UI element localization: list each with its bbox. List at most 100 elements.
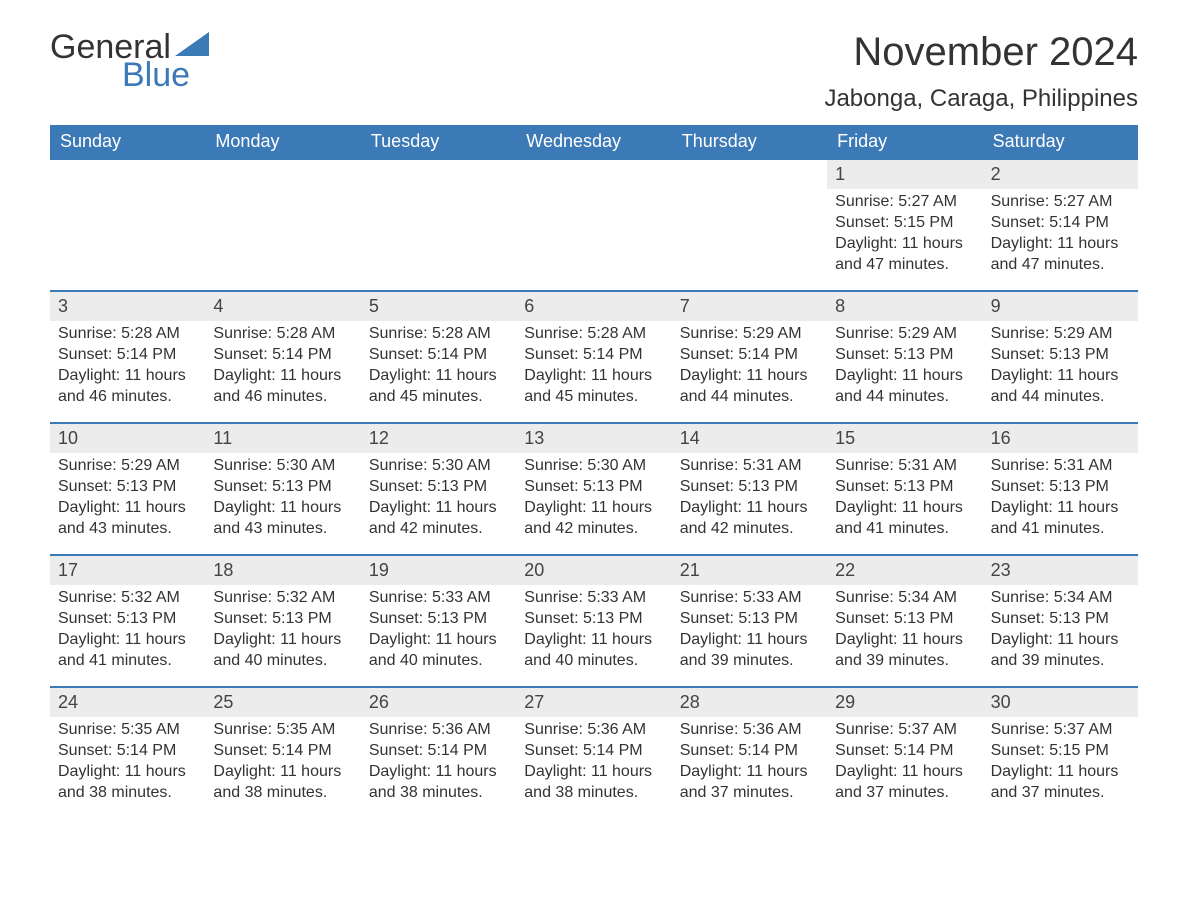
daylight-text: Daylight: 11 hours and 43 minutes. (213, 498, 352, 540)
sunset-text: Sunset: 5:15 PM (835, 213, 974, 234)
sunrise-text: Sunrise: 5:29 AM (835, 324, 974, 345)
weekday-header: Sunday (50, 125, 205, 158)
sunset-text: Sunset: 5:13 PM (58, 477, 197, 498)
day-number: 27 (516, 688, 671, 717)
day-body: Sunrise: 5:29 AMSunset: 5:13 PMDaylight:… (50, 453, 205, 549)
day-cell: 29Sunrise: 5:37 AMSunset: 5:14 PMDayligh… (827, 688, 982, 818)
day-number: 15 (827, 424, 982, 453)
day-cell: 21Sunrise: 5:33 AMSunset: 5:13 PMDayligh… (672, 556, 827, 686)
day-number: 23 (983, 556, 1138, 585)
week-row: 3Sunrise: 5:28 AMSunset: 5:14 PMDaylight… (50, 290, 1138, 422)
day-cell (50, 160, 205, 290)
day-body: Sunrise: 5:31 AMSunset: 5:13 PMDaylight:… (672, 453, 827, 549)
sunset-text: Sunset: 5:14 PM (213, 345, 352, 366)
sunrise-text: Sunrise: 5:31 AM (835, 456, 974, 477)
sunrise-text: Sunrise: 5:33 AM (524, 588, 663, 609)
day-body: Sunrise: 5:30 AMSunset: 5:13 PMDaylight:… (205, 453, 360, 549)
day-cell: 24Sunrise: 5:35 AMSunset: 5:14 PMDayligh… (50, 688, 205, 818)
day-cell: 20Sunrise: 5:33 AMSunset: 5:13 PMDayligh… (516, 556, 671, 686)
day-cell: 17Sunrise: 5:32 AMSunset: 5:13 PMDayligh… (50, 556, 205, 686)
day-cell: 30Sunrise: 5:37 AMSunset: 5:15 PMDayligh… (983, 688, 1138, 818)
daylight-text: Daylight: 11 hours and 41 minutes. (58, 630, 197, 672)
daylight-text: Daylight: 11 hours and 38 minutes. (213, 762, 352, 804)
sunset-text: Sunset: 5:14 PM (58, 345, 197, 366)
day-body: Sunrise: 5:33 AMSunset: 5:13 PMDaylight:… (516, 585, 671, 681)
sunset-text: Sunset: 5:14 PM (991, 213, 1130, 234)
logo: General Blue (50, 30, 215, 92)
weekday-header: Monday (205, 125, 360, 158)
daylight-text: Daylight: 11 hours and 37 minutes. (835, 762, 974, 804)
sunrise-text: Sunrise: 5:30 AM (213, 456, 352, 477)
day-body: Sunrise: 5:30 AMSunset: 5:13 PMDaylight:… (361, 453, 516, 549)
day-number: 16 (983, 424, 1138, 453)
sunset-text: Sunset: 5:14 PM (680, 741, 819, 762)
sunrise-text: Sunrise: 5:27 AM (991, 192, 1130, 213)
day-cell: 25Sunrise: 5:35 AMSunset: 5:14 PMDayligh… (205, 688, 360, 818)
day-cell: 1Sunrise: 5:27 AMSunset: 5:15 PMDaylight… (827, 160, 982, 290)
sunrise-text: Sunrise: 5:30 AM (524, 456, 663, 477)
day-number: 24 (50, 688, 205, 717)
day-number: 22 (827, 556, 982, 585)
day-cell: 15Sunrise: 5:31 AMSunset: 5:13 PMDayligh… (827, 424, 982, 554)
title-block: November 2024 Jabonga, Caraga, Philippin… (824, 30, 1138, 113)
day-cell: 7Sunrise: 5:29 AMSunset: 5:14 PMDaylight… (672, 292, 827, 422)
header: General Blue November 2024 Jabonga, Cara… (50, 30, 1138, 113)
week-row: 1Sunrise: 5:27 AMSunset: 5:15 PMDaylight… (50, 158, 1138, 290)
sunrise-text: Sunrise: 5:34 AM (835, 588, 974, 609)
day-number: 11 (205, 424, 360, 453)
sunset-text: Sunset: 5:14 PM (369, 741, 508, 762)
sunset-text: Sunset: 5:13 PM (991, 345, 1130, 366)
day-body: Sunrise: 5:28 AMSunset: 5:14 PMDaylight:… (361, 321, 516, 417)
day-number: 10 (50, 424, 205, 453)
day-number: 14 (672, 424, 827, 453)
day-body: Sunrise: 5:30 AMSunset: 5:13 PMDaylight:… (516, 453, 671, 549)
day-body: Sunrise: 5:34 AMSunset: 5:13 PMDaylight:… (827, 585, 982, 681)
sunrise-text: Sunrise: 5:28 AM (213, 324, 352, 345)
sunrise-text: Sunrise: 5:37 AM (835, 720, 974, 741)
day-body: Sunrise: 5:28 AMSunset: 5:14 PMDaylight:… (50, 321, 205, 417)
daylight-text: Daylight: 11 hours and 37 minutes. (991, 762, 1130, 804)
day-number: 2 (983, 160, 1138, 189)
day-body: Sunrise: 5:35 AMSunset: 5:14 PMDaylight:… (50, 717, 205, 813)
day-cell: 5Sunrise: 5:28 AMSunset: 5:14 PMDaylight… (361, 292, 516, 422)
day-cell: 10Sunrise: 5:29 AMSunset: 5:13 PMDayligh… (50, 424, 205, 554)
sunrise-text: Sunrise: 5:32 AM (58, 588, 197, 609)
sunrise-text: Sunrise: 5:30 AM (369, 456, 508, 477)
calendar: Sunday Monday Tuesday Wednesday Thursday… (50, 125, 1138, 818)
daylight-text: Daylight: 11 hours and 38 minutes. (58, 762, 197, 804)
day-body: Sunrise: 5:27 AMSunset: 5:15 PMDaylight:… (827, 189, 982, 285)
location-text: Jabonga, Caraga, Philippines (824, 85, 1138, 113)
sunrise-text: Sunrise: 5:28 AM (58, 324, 197, 345)
weekday-header-row: Sunday Monday Tuesday Wednesday Thursday… (50, 125, 1138, 158)
sunset-text: Sunset: 5:14 PM (835, 741, 974, 762)
sunset-text: Sunset: 5:14 PM (524, 741, 663, 762)
day-number: 13 (516, 424, 671, 453)
sunrise-text: Sunrise: 5:33 AM (680, 588, 819, 609)
daylight-text: Daylight: 11 hours and 44 minutes. (680, 366, 819, 408)
day-cell (516, 160, 671, 290)
sunrise-text: Sunrise: 5:32 AM (213, 588, 352, 609)
day-cell: 26Sunrise: 5:36 AMSunset: 5:14 PMDayligh… (361, 688, 516, 818)
day-cell: 28Sunrise: 5:36 AMSunset: 5:14 PMDayligh… (672, 688, 827, 818)
sunset-text: Sunset: 5:15 PM (991, 741, 1130, 762)
day-body: Sunrise: 5:31 AMSunset: 5:13 PMDaylight:… (827, 453, 982, 549)
sunrise-text: Sunrise: 5:29 AM (991, 324, 1130, 345)
day-body: Sunrise: 5:27 AMSunset: 5:14 PMDaylight:… (983, 189, 1138, 285)
day-body: Sunrise: 5:37 AMSunset: 5:15 PMDaylight:… (983, 717, 1138, 813)
day-body: Sunrise: 5:33 AMSunset: 5:13 PMDaylight:… (672, 585, 827, 681)
day-body: Sunrise: 5:37 AMSunset: 5:14 PMDaylight:… (827, 717, 982, 813)
sunset-text: Sunset: 5:13 PM (991, 609, 1130, 630)
sunrise-text: Sunrise: 5:31 AM (991, 456, 1130, 477)
day-cell: 22Sunrise: 5:34 AMSunset: 5:13 PMDayligh… (827, 556, 982, 686)
daylight-text: Daylight: 11 hours and 42 minutes. (524, 498, 663, 540)
sunset-text: Sunset: 5:14 PM (524, 345, 663, 366)
day-body: Sunrise: 5:33 AMSunset: 5:13 PMDaylight:… (361, 585, 516, 681)
daylight-text: Daylight: 11 hours and 42 minutes. (369, 498, 508, 540)
day-body: Sunrise: 5:32 AMSunset: 5:13 PMDaylight:… (50, 585, 205, 681)
sunset-text: Sunset: 5:14 PM (58, 741, 197, 762)
day-number: 18 (205, 556, 360, 585)
sunset-text: Sunset: 5:13 PM (680, 477, 819, 498)
week-row: 10Sunrise: 5:29 AMSunset: 5:13 PMDayligh… (50, 422, 1138, 554)
daylight-text: Daylight: 11 hours and 40 minutes. (213, 630, 352, 672)
day-number: 7 (672, 292, 827, 321)
